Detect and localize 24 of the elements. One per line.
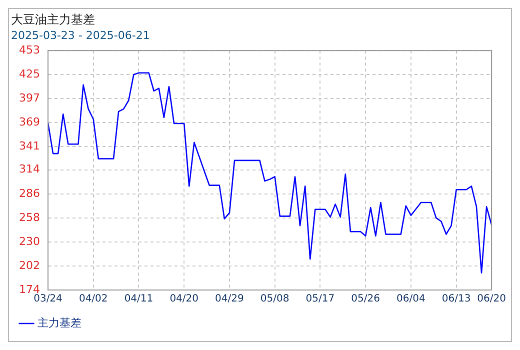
- x-tick-label: 03/24: [34, 294, 62, 305]
- x-tick-label: 04/11: [124, 294, 154, 305]
- x-tick-label: 05/17: [306, 294, 335, 305]
- y-tick-label: 425: [18, 67, 40, 80]
- x-tick-label: 04/02: [78, 294, 108, 305]
- y-tick-label: 341: [18, 140, 40, 153]
- x-tick-label: 04/29: [215, 294, 244, 305]
- y-tick-label: 453: [18, 43, 40, 56]
- y-tick-label: 258: [18, 210, 40, 224]
- x-tick-label: 06/13: [442, 294, 471, 305]
- y-tick-label: 397: [18, 92, 40, 105]
- x-tick-label: 05/26: [351, 294, 380, 305]
- y-tick-label: 202: [18, 258, 40, 272]
- y-tick-label: 369: [18, 116, 40, 129]
- x-tick-label: 06/04: [396, 294, 426, 305]
- x-tick-label: 04/20: [170, 294, 199, 305]
- x-tick-label: 05/08: [260, 294, 290, 305]
- legend-label: 主力基差: [38, 316, 82, 330]
- y-tick-label: 314: [18, 162, 40, 176]
- chart-title: 大豆油主力基差: [11, 12, 95, 26]
- y-tick-label: 230: [18, 234, 40, 248]
- x-tick-label: 06/20: [477, 294, 506, 305]
- chart-subtitle: 2025-03-23 - 2025-06-21: [11, 28, 150, 42]
- y-tick-label: 286: [18, 186, 40, 200]
